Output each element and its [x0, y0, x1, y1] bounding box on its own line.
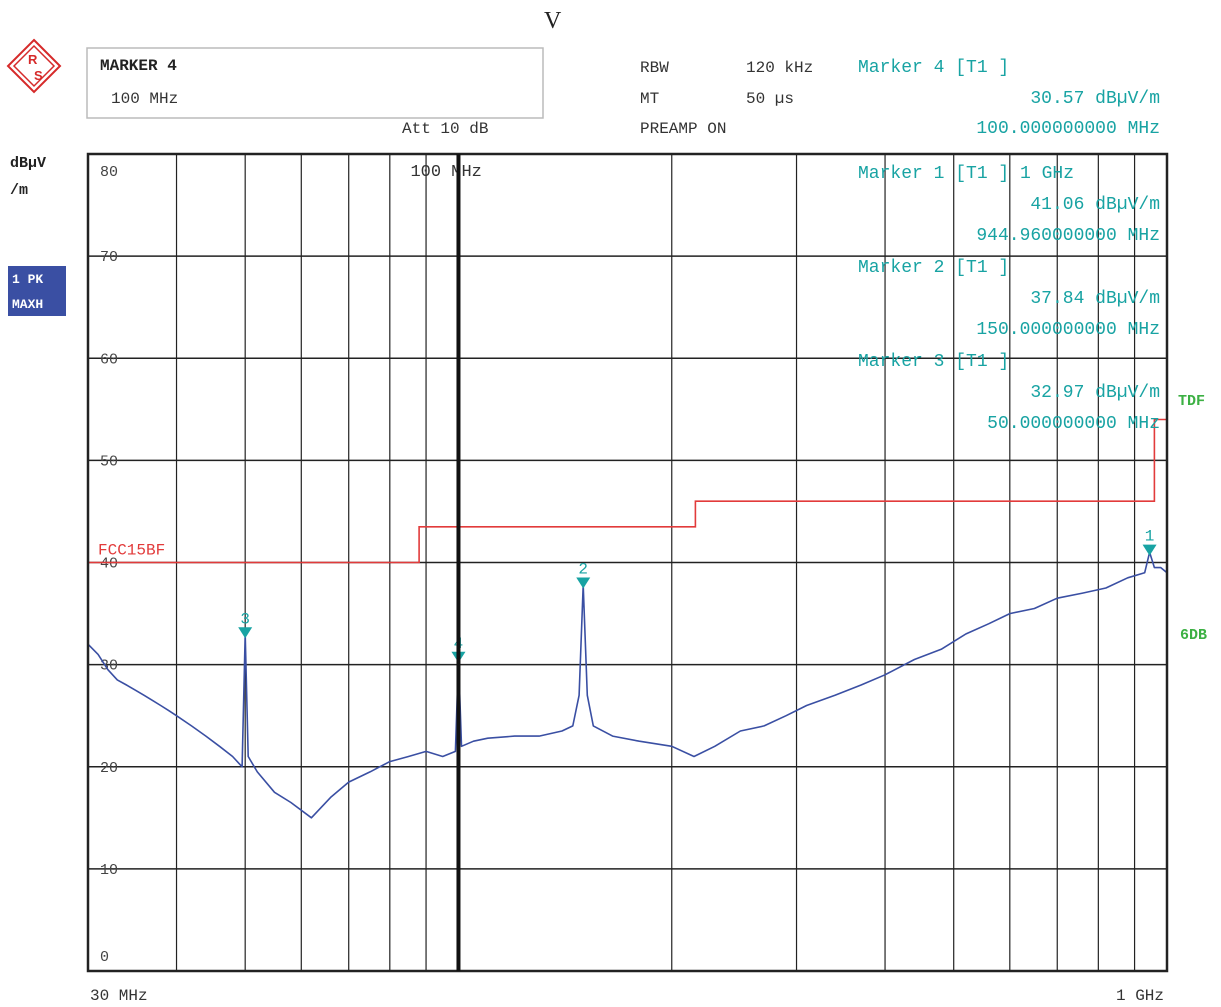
svg-text:R: R	[28, 52, 38, 67]
mt-label: MT	[640, 90, 659, 108]
rbw-value: 120 kHz	[746, 59, 813, 77]
y-tick-label: 30	[100, 658, 118, 675]
y-tick-label: 60	[100, 351, 118, 368]
marker-readout-level: 32.97 dBµV/m	[1030, 383, 1160, 403]
trace-badge-line2: MAXH	[12, 297, 43, 312]
marker-readout-label: Marker 2 [T1 ]	[858, 258, 1009, 278]
sixdb-label: 6DB	[1180, 627, 1207, 644]
plot-grid	[88, 154, 1167, 971]
top-letter: V	[544, 8, 562, 34]
trace-group	[87, 551, 1168, 819]
y-tick-label: 40	[100, 556, 118, 573]
preamp-setting: PREAMP ON	[640, 120, 726, 138]
mt-value: 50 µs	[746, 90, 794, 108]
unit-label-1: dBµV	[10, 155, 46, 172]
marker-readout-level: 37.84 dBµV/m	[1030, 289, 1160, 309]
marker-readout-level: 41.06 dBµV/m	[1030, 195, 1160, 215]
marker-number: 3	[240, 610, 250, 628]
marker-number: 1	[1145, 528, 1155, 546]
marker-readout-freq: 150.000000000 MHz	[976, 320, 1160, 340]
trace-badge-line1: 1 PK	[12, 272, 43, 287]
center-freq-label: 100 MHz	[410, 163, 481, 182]
tdf-label: TDF	[1178, 393, 1205, 410]
active-marker-label: Marker 4 [T1 ]	[858, 58, 1009, 78]
marker-box	[86, 47, 544, 119]
x-end-label: 1 GHz	[1116, 987, 1164, 1005]
marker-readout-label: Marker 1 [T1 ] 1 GHz	[858, 164, 1074, 184]
trace-line	[87, 551, 1168, 819]
marker-number: 2	[578, 561, 588, 579]
plot-border	[86, 152, 1169, 973]
marker-box-value: 100 MHz	[111, 90, 178, 108]
marker-readout-freq: 50.000000000 MHz	[987, 414, 1160, 434]
marker-triangle	[238, 627, 253, 639]
marker-1: 1	[1142, 528, 1157, 556]
x-start-label: 30 MHz	[90, 987, 148, 1005]
marker-3: 3	[238, 610, 253, 639]
limit-line-name: FCC15BF	[98, 542, 165, 560]
rs-logo: R S	[6, 38, 62, 94]
rbw-label: RBW	[640, 59, 669, 77]
marker-triangle	[576, 577, 591, 589]
unit-label-2: /m	[10, 182, 28, 199]
marker-2: 2	[576, 561, 591, 589]
plot-frame	[86, 152, 1169, 973]
y-tick-label: 10	[100, 862, 118, 879]
y-tick-labels: 0 10 20 30 40 50 60 70 80 100 MHz	[100, 163, 482, 966]
marker-readout-freq: 944.960000000 MHz	[976, 226, 1160, 246]
marker-readout-label: Marker 3 [T1 ]	[858, 352, 1009, 372]
active-marker-freq: 100.000000000 MHz	[976, 119, 1160, 139]
marker-box-title: MARKER 4	[100, 57, 177, 75]
svg-text:S: S	[34, 68, 43, 83]
y-tick-label: 50	[100, 453, 118, 470]
y-tick-label: 20	[100, 760, 118, 777]
limit-line	[88, 418, 1167, 564]
trace-badge	[8, 266, 66, 316]
y-tick-label: 80	[100, 164, 118, 181]
y-tick-label: 0	[100, 949, 109, 966]
limit-line-group: FCC15BF	[88, 418, 1167, 564]
y-tick-label: 70	[100, 249, 118, 266]
active-marker-level: 30.57 dBµV/m	[1030, 89, 1160, 109]
marker-readouts: Marker 1 [T1 ] 1 GHz 41.06 dBµV/m 944.9600…	[858, 164, 1160, 434]
att-setting: Att 10 dB	[402, 120, 488, 138]
marker-triangle	[1142, 544, 1157, 556]
